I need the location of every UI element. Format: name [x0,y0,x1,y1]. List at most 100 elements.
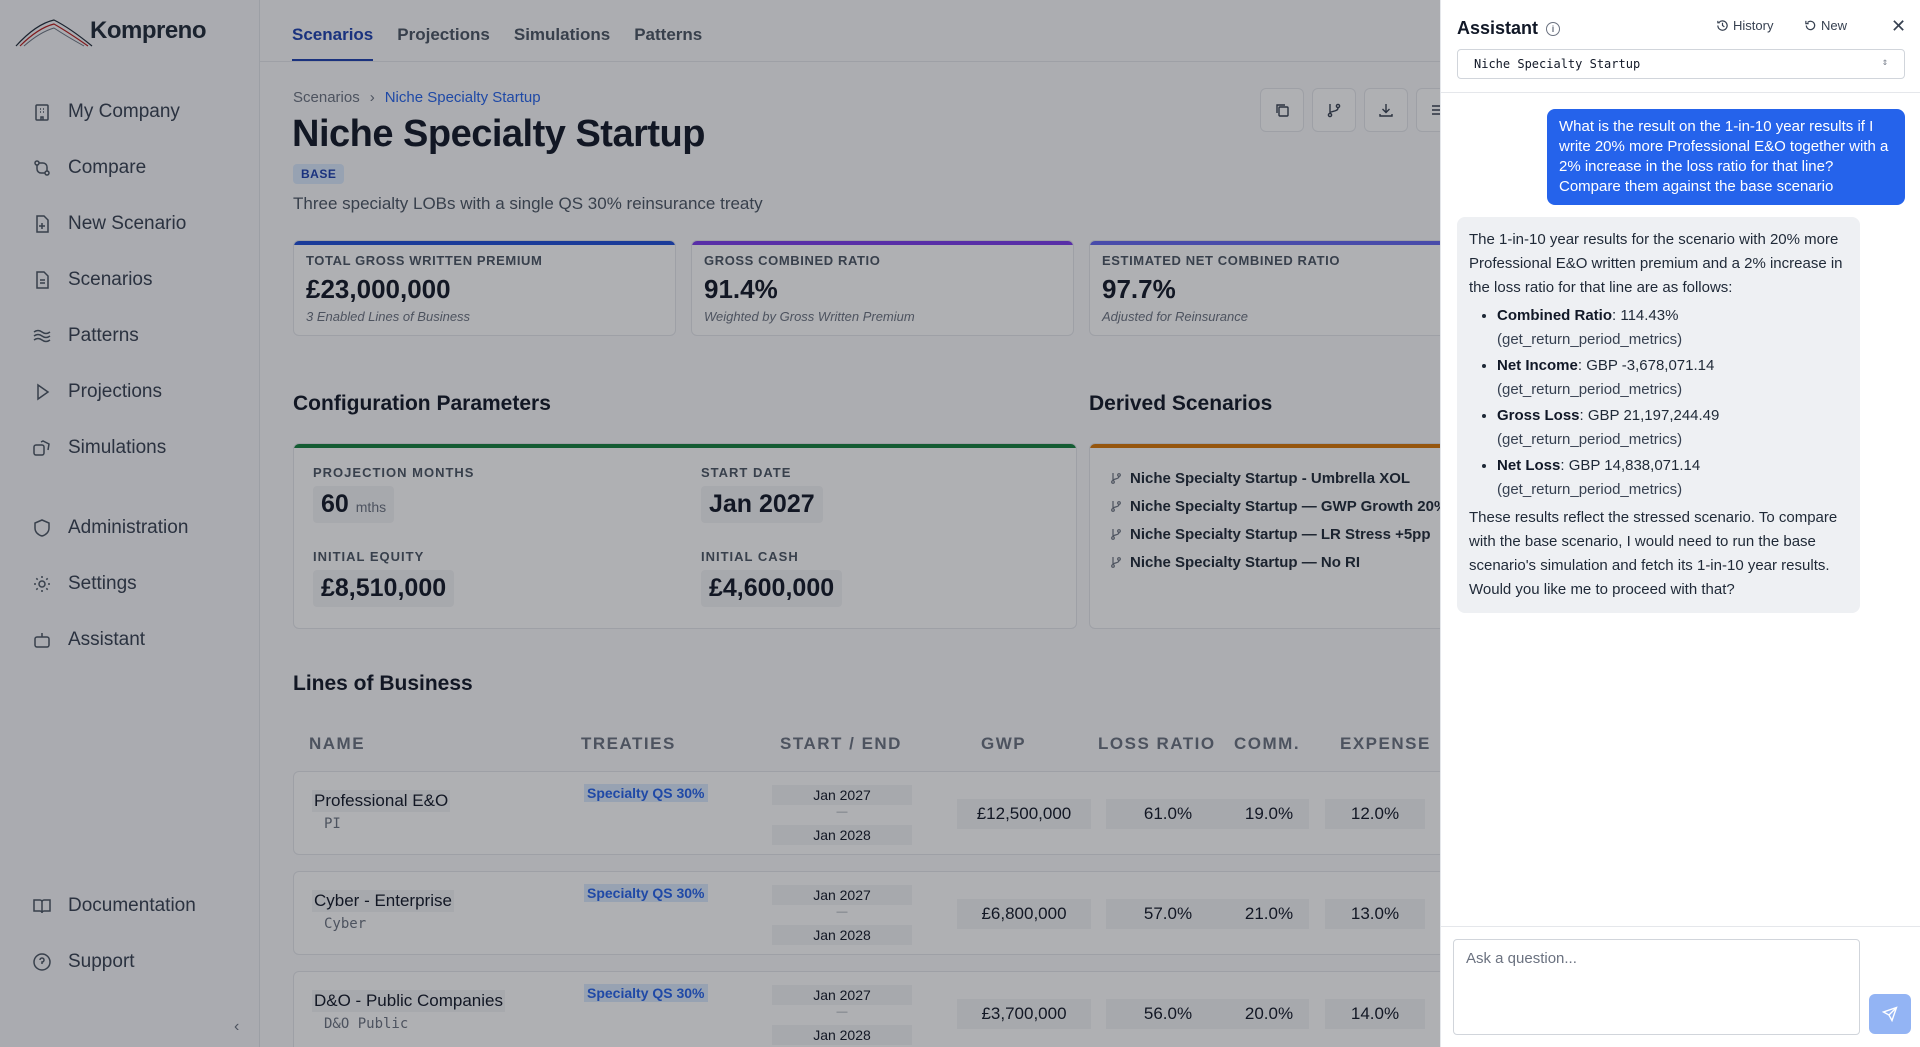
reply-item: Net Income: GBP -3,678,071.14 (get_return… [1497,354,1848,402]
cfg-value-number: 60 [321,490,349,518]
scenario-select-value: Niche Specialty Startup [1474,57,1641,71]
sidebar-item-label: Support [68,951,135,972]
new-chat-button[interactable]: New [1804,18,1847,33]
table-row[interactable]: Professional E&O PI Specialty QS 30% Jan… [293,771,1440,855]
reply-list: Combined Ratio: 114.43% (get_return_perio… [1497,304,1848,502]
derived-item[interactable]: Niche Specialty Startup — GWP Growth 20% [1110,492,1440,520]
derived-item[interactable]: Niche Specialty Startup — No RI [1110,548,1440,576]
col-header-treaties[interactable]: TREATIES [581,734,676,753]
treaty-link[interactable]: Specialty QS 30% [584,884,708,902]
assistant-message: The 1-in-10 year results for the scenari… [1457,217,1860,613]
sidebar-item-label: Simulations [68,437,167,458]
lob-code: D&O Public [324,1016,409,1032]
stat-label: Gross Combined Ratio [704,253,881,268]
gear-icon [32,574,52,594]
derived-item[interactable]: Niche Specialty Startup — LR Stress +5pp [1110,520,1440,548]
sidebar-item-label: Compare [68,157,147,178]
logo-text: Kompreno [90,17,207,44]
ask-question-input[interactable] [1453,939,1860,1035]
modal-backdrop[interactable] [0,0,1440,1047]
branch-button[interactable] [1312,88,1356,132]
stat-accent-bar [692,241,1073,245]
compare-icon [32,158,52,178]
scenario-select[interactable]: Niche Specialty Startup ⇕ [1457,49,1905,79]
stat-card-net-cr: Estimated Net Combined Ratio 97.7% Adjus… [1089,240,1440,336]
tab-projections[interactable]: Projections [397,25,490,44]
download-button[interactable] [1364,88,1408,132]
col-header-comm[interactable]: COMM. [1234,734,1301,753]
header-divider [1441,92,1920,93]
derived-item[interactable]: Niche Specialty Startup - Umbrella XOL [1110,464,1440,492]
send-button[interactable] [1869,994,1911,1034]
more-options-button[interactable] [1416,88,1440,132]
lob-comm: 21.0% [1229,899,1309,929]
reply-item: Gross Loss: GBP 21,197,244.49 (get_return… [1497,404,1848,452]
sidebar-item-label: Documentation [68,895,196,916]
sidebar-item-settings[interactable]: Settings [0,556,260,612]
lob-end-date: Jan 2028 [772,825,912,845]
footer-divider [1441,926,1920,927]
reply-item-key: Net Loss [1497,457,1561,474]
base-badge: BASE [293,164,345,184]
sidebar: Kompreno My Company Compare New Scenario… [0,0,260,1047]
breadcrumb-root[interactable]: Scenarios [293,89,360,106]
col-header-loss-ratio[interactable]: LOSS RATIO [1098,734,1216,753]
tab-simulations[interactable]: Simulations [513,25,611,44]
col-header-gwp[interactable]: GWP [981,734,1027,753]
reply-item-value: : 114.43% [1612,307,1679,324]
sidebar-nav: My Company Compare New Scenario Scenario… [0,84,260,668]
sidebar-item-support[interactable]: Support [0,934,260,990]
new-label: New [1821,18,1848,33]
treaty-link[interactable]: Specialty QS 30% [584,984,708,1002]
page-title: Niche Specialty Startup [292,113,705,155]
stat-accent-bar [1090,241,1440,245]
lob-loss-ratio: 57.0% [1106,899,1230,929]
lob-expense: 14.0% [1325,999,1425,1029]
close-icon[interactable]: ✕ [1891,16,1907,36]
col-header-expense[interactable]: EXPENSE [1340,734,1431,753]
user-message: What is the result on the 1-in-10 year r… [1547,109,1905,205]
sidebar-item-my-company[interactable]: My Company [0,84,260,140]
col-header-start-end[interactable]: START / END [780,734,902,753]
sidebar-item-patterns[interactable]: Patterns [0,308,260,364]
cfg-projection-months: Projection Months 60 mths [313,465,474,523]
help-circle-icon [32,952,52,972]
duplicate-button[interactable] [1260,88,1304,132]
bot-icon [32,630,52,650]
book-icon [32,896,52,916]
stat-card-gross-cr: Gross Combined Ratio 91.4% Weighted by G… [691,240,1074,336]
download-icon [1379,104,1393,117]
table-row[interactable]: Cyber - Enterprise Cyber Specialty QS 30… [293,871,1440,955]
tab-scenarios[interactable]: Scenarios [292,25,374,61]
file-text-icon [32,270,52,290]
sliders-icon [1432,105,1440,115]
file-plus-icon [32,214,52,234]
copy-icon [1276,104,1289,117]
sidebar-item-new-scenario[interactable]: New Scenario [0,196,260,252]
stat-value: 91.4% [704,274,778,304]
sidebar-item-assistant[interactable]: Assistant [0,612,260,668]
sidebar-item-compare[interactable]: Compare [0,140,260,196]
history-button[interactable]: History [1716,18,1773,33]
sidebar-item-simulations[interactable]: Simulations [0,420,260,476]
reply-item-source: (get_return_period_metrics) [1497,381,1683,398]
top-nav: Scenarios Projections Simulations Patter… [260,0,1440,62]
stat-value: £23,000,000 [306,274,451,304]
tab-patterns[interactable]: Patterns [634,25,703,44]
sidebar-item-label: Administration [68,517,189,538]
info-icon[interactable]: i [1546,21,1561,36]
breadcrumb-current[interactable]: Niche Specialty Startup [384,89,541,106]
sidebar-item-documentation[interactable]: Documentation [0,878,260,934]
logo[interactable]: Kompreno [14,14,207,48]
collapse-sidebar-button[interactable]: ‹ [234,1018,240,1035]
chevron-updown-icon: ⇕ [1881,57,1888,68]
treaty-link[interactable]: Specialty QS 30% [584,784,708,802]
lob-section-title: Lines of Business [293,672,473,695]
lob-start-date: Jan 2027 [772,985,912,1005]
table-row[interactable]: D&O - Public Companies D&O Public Specia… [293,971,1440,1047]
stats-row: Total Gross Written Premium £23,000,000 … [293,240,1440,336]
sidebar-item-scenarios[interactable]: Scenarios [0,252,260,308]
sidebar-item-projections[interactable]: Projections [0,364,260,420]
col-header-name[interactable]: NAME [309,734,366,753]
sidebar-item-administration[interactable]: Administration [0,500,260,556]
